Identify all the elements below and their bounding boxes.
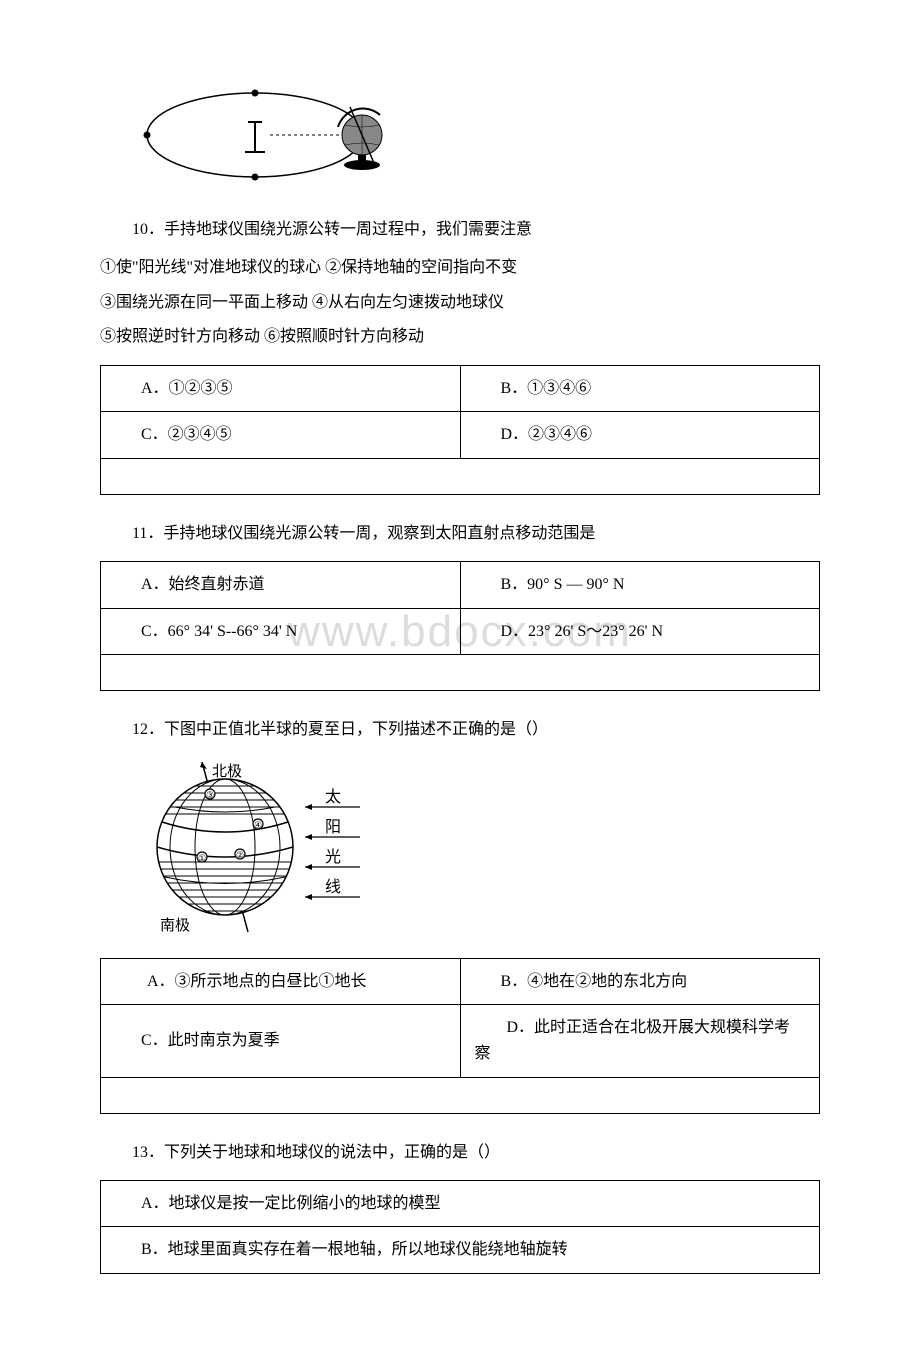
q10-line1: ①使"阳光线"对准地球仪的球心 ②保持地轴的空间指向不变 xyxy=(100,253,820,283)
q12-options-table: A．③所示地点的白昼比①地长 B．④地在②地的东北方向 C．此时南京为夏季 D．… xyxy=(100,958,820,1114)
q11-option-c: C．66° 34' S--66° 34' N xyxy=(101,608,461,655)
q12-option-a: A．③所示地点的白昼比①地长 xyxy=(101,958,461,1005)
q10-line3: ⑤按照逆时针方向移动 ⑥按照顺时针方向移动 xyxy=(100,322,820,352)
sun-label-3: 光 xyxy=(325,848,341,866)
q12-stem: 12．下图中正值北半球的夏至日，下列描述不正确的是（） xyxy=(100,715,820,745)
q10-stem: 10．手持地球仪围绕光源公转一周过程中，我们需要注意 xyxy=(100,215,820,245)
q12-option-b: B．④地在②地的东北方向 xyxy=(460,958,820,1005)
q11-options-table: A．始终直射赤道 B．90° S — 90° N C．66° 34' S--66… xyxy=(100,561,820,691)
q13-stem: 13．下列关于地球和地球仪的说法中，正确的是（） xyxy=(100,1138,820,1168)
document-content: 10．手持地球仪围绕光源公转一周过程中，我们需要注意 ①使"阳光线"对准地球仪的… xyxy=(100,80,820,1274)
globe-point-4-label: ④ xyxy=(254,820,262,830)
q10-options-table: A．①②③⑤ B．①③④⑥ C．②③④⑤ D．②③④⑥ xyxy=(100,365,820,495)
q11-option-d: D．23° 26' S～23° 26' N xyxy=(460,608,820,655)
north-pole-label: 北极 xyxy=(212,763,242,780)
q10-option-b: B．①③④⑥ xyxy=(460,365,820,412)
q11-option-a: A．始终直射赤道 xyxy=(101,562,461,609)
globe-point-1-label: ① xyxy=(198,853,206,863)
q13-option-a: A．地球仪是按一定比例缩小的地球的模型 xyxy=(101,1180,820,1227)
sun-label-2: 阳 xyxy=(325,818,341,836)
q12-option-d: D．此时正适合在北极开展大规模科学考察 xyxy=(460,1005,820,1077)
q11-stem: 11．手持地球仪围绕光源公转一周，观察到太阳直射点移动范围是 xyxy=(100,519,820,549)
sun-label-1: 太 xyxy=(325,788,341,806)
orbit-figure xyxy=(140,80,820,195)
q10-option-a: A．①②③⑤ xyxy=(101,365,461,412)
q10-blank-row xyxy=(101,458,820,494)
q10-option-d: D．②③④⑥ xyxy=(460,412,820,459)
q11-option-b: B．90° S — 90° N xyxy=(460,562,820,609)
q10-line2: ③围绕光源在同一平面上移动 ④从右向左匀速拨动地球仪 xyxy=(100,288,820,318)
sun-label-4: 线 xyxy=(325,878,341,896)
q11-blank-row xyxy=(101,655,820,691)
q13-option-b: B．地球里面真实存在着一根地轴，所以地球仪能绕地轴旋转 xyxy=(101,1227,820,1274)
q13-options-table: A．地球仪是按一定比例缩小的地球的模型 B．地球里面真实存在着一根地轴，所以地球… xyxy=(100,1180,820,1274)
globe-point-2-label: ② xyxy=(236,850,244,860)
globe-figure: ③ ④ ① ② 北极 南极 太 阳 光 线 xyxy=(140,762,820,942)
q10-option-c: C．②③④⑤ xyxy=(101,412,461,459)
q12-option-c: C．此时南京为夏季 xyxy=(101,1005,461,1077)
q12-blank-row xyxy=(101,1077,820,1113)
globe-point-3-label: ③ xyxy=(206,790,214,800)
south-pole-label: 南极 xyxy=(160,917,190,934)
